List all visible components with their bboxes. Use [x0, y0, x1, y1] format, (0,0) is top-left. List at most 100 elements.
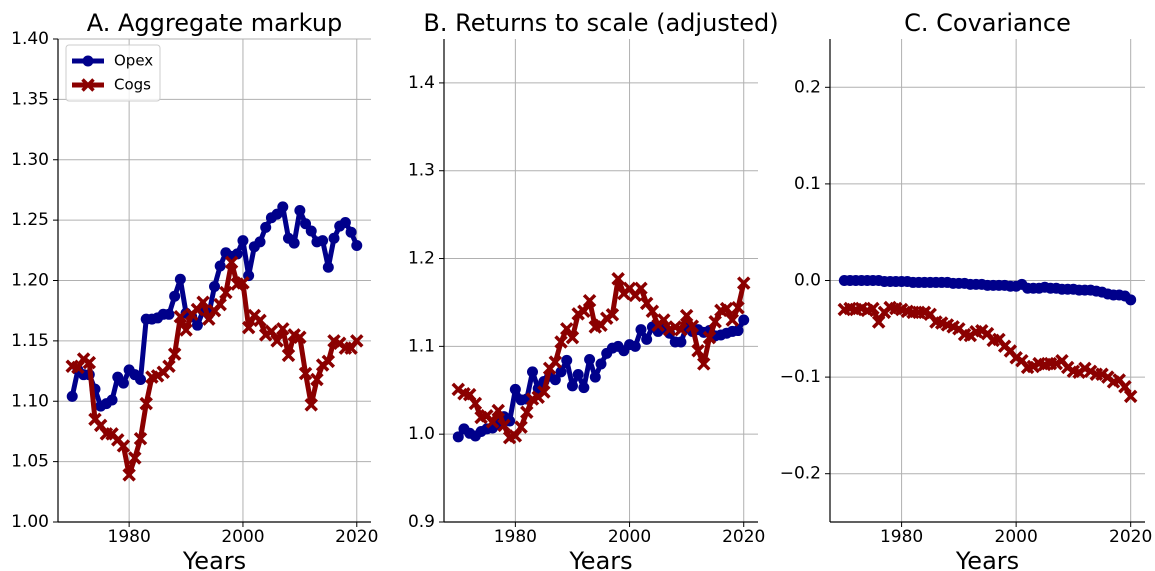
series-line	[843, 305, 1133, 398]
marker	[697, 357, 711, 371]
marker	[1123, 389, 1138, 404]
y-tick-label: 1.4	[408, 73, 435, 93]
x-tick-label: 2020	[335, 527, 378, 547]
marker	[213, 297, 227, 312]
y-tick-label: 0.2	[794, 77, 821, 97]
marker	[520, 405, 534, 419]
marker	[298, 366, 313, 381]
marker	[276, 322, 290, 336]
legend-label: Cogs	[114, 76, 151, 94]
marker	[106, 394, 118, 406]
marker	[731, 300, 745, 315]
x-tick-label: 2000	[995, 527, 1038, 547]
marker	[253, 313, 267, 328]
marker	[685, 319, 700, 333]
marker	[866, 301, 880, 316]
y-tick-label: 0.1	[794, 174, 821, 194]
marker	[578, 382, 590, 394]
marker	[555, 366, 567, 378]
y-tick-label: 0.9	[408, 512, 435, 532]
y-tick-label: 1.25	[11, 210, 49, 230]
marker	[117, 377, 129, 389]
marker	[871, 315, 886, 329]
marker	[167, 347, 182, 361]
marker	[116, 439, 131, 453]
marker	[679, 308, 694, 323]
marker	[128, 451, 142, 465]
marker	[719, 301, 734, 316]
marker	[214, 260, 226, 272]
marker	[339, 217, 351, 229]
x-tick-label: 2000	[221, 527, 264, 547]
x-tick-label: 1980	[108, 527, 151, 547]
marker	[241, 320, 256, 335]
y-tick-label: 1.1	[408, 336, 435, 356]
y-tick-label: −0.2	[780, 464, 821, 484]
marker	[732, 325, 744, 337]
marker	[566, 380, 578, 392]
marker	[634, 281, 648, 296]
y-tick-label: 1.00	[11, 512, 49, 532]
marker	[708, 315, 722, 329]
chart-title: B. Returns to scale (adjusted)	[423, 9, 778, 37]
marker	[328, 232, 340, 244]
marker	[605, 308, 620, 322]
marker	[288, 237, 300, 249]
marker	[452, 431, 464, 443]
marker	[236, 276, 250, 290]
marker	[645, 304, 660, 318]
marker	[82, 355, 97, 370]
legend-marker	[81, 78, 95, 92]
marker	[133, 431, 148, 446]
marker	[560, 322, 574, 336]
legend-label: Opex	[114, 52, 153, 70]
marker	[345, 226, 357, 238]
marker	[237, 235, 249, 247]
marker	[202, 312, 216, 326]
marker	[565, 330, 580, 345]
marker	[191, 319, 203, 331]
x-axis-label: Years	[955, 547, 1019, 571]
marker	[294, 204, 306, 216]
y-tick-label: 1.0	[408, 424, 435, 444]
marker	[509, 383, 521, 395]
marker	[305, 225, 317, 237]
marker	[71, 360, 85, 375]
marker	[595, 358, 607, 370]
marker	[179, 323, 193, 337]
marker	[548, 355, 563, 369]
marker	[322, 261, 334, 273]
x-axis-label: Years	[182, 547, 246, 571]
marker	[584, 354, 596, 366]
y-tick-label: 1.10	[11, 391, 49, 411]
y-tick-label: 1.2	[408, 249, 435, 269]
x-tick-label: 1980	[880, 527, 923, 547]
marker	[196, 295, 210, 309]
y-tick-label: 0.0	[794, 271, 821, 291]
marker	[1118, 380, 1132, 394]
marker	[66, 390, 78, 402]
marker	[209, 281, 220, 293]
marker	[281, 348, 296, 363]
marker	[122, 468, 136, 482]
marker	[554, 335, 568, 349]
marker	[485, 415, 500, 429]
marker	[629, 340, 641, 352]
x-tick-label: 1980	[494, 527, 537, 547]
marker	[468, 396, 483, 411]
chart-title: A. Aggregate markup	[87, 9, 343, 37]
marker	[135, 374, 147, 386]
y-tick-label: 1.05	[11, 452, 49, 472]
marker	[577, 304, 591, 318]
marker	[514, 420, 528, 434]
marker	[277, 201, 289, 213]
x-tick-label: 2020	[722, 527, 765, 547]
x-tick-label: 2020	[1109, 527, 1152, 547]
marker	[260, 221, 272, 233]
marker	[491, 403, 505, 418]
marker	[317, 235, 329, 247]
marker	[691, 344, 705, 358]
y-tick-label: 1.30	[11, 150, 49, 170]
marker	[351, 239, 363, 251]
marker	[139, 396, 153, 411]
